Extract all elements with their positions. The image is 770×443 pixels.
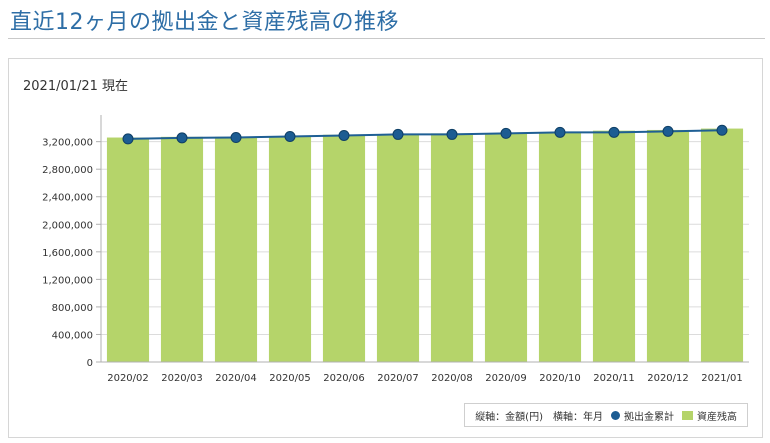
page-title: 直近12ヶ月の拠出金と資産残高の推移: [10, 10, 399, 35]
y-tick-label: 3,200,000: [42, 138, 93, 149]
x-tick-label: 2021/01: [701, 373, 743, 384]
asset-bar[interactable]: [214, 136, 258, 362]
asset-bar[interactable]: [646, 129, 690, 362]
contribution-point[interactable]: [176, 132, 188, 144]
legend-item-contribution: 拠出金累計: [611, 408, 674, 423]
x-tick-label: 2020/03: [161, 373, 203, 384]
legend-marker-icon: [611, 410, 620, 420]
y-tick-label: 1,600,000: [42, 248, 93, 259]
asset-bar[interactable]: [322, 134, 366, 362]
x-tick-label: 2020/04: [215, 373, 257, 384]
x-tick-labels: 2020/02 2020/03 2020/04 2020/05 2020/06 2020/…: [107, 373, 743, 384]
legend-label-contribution: 拠出金累計: [624, 411, 674, 423]
contribution-point[interactable]: [122, 133, 134, 145]
legend-item-assets: 資産残高: [682, 408, 737, 423]
gridlines: [96, 141, 749, 363]
asset-bar[interactable]: [160, 136, 204, 362]
y-tick-label: 1,200,000: [42, 275, 93, 286]
contribution-series-line: [127, 129, 723, 140]
axis-note: 縦軸：金額(円) 横軸：年月: [475, 411, 603, 423]
y-tick-label: 400,000: [52, 330, 93, 341]
x-tick-label: 2020/07: [377, 373, 419, 384]
x-tick-label: 2020/12: [647, 373, 689, 384]
axes: [100, 115, 749, 363]
contribution-point[interactable]: [716, 124, 728, 136]
contribution-point[interactable]: [662, 125, 674, 137]
x-tick-label: 2020/09: [485, 373, 527, 384]
title-divider: [8, 38, 765, 39]
contribution-point[interactable]: [608, 126, 620, 138]
asset-bars: [106, 128, 744, 362]
contribution-point[interactable]: [500, 127, 512, 139]
contribution-point[interactable]: [230, 132, 242, 144]
contribution-point[interactable]: [392, 128, 404, 140]
contribution-point[interactable]: [554, 126, 566, 138]
asset-bar[interactable]: [538, 132, 582, 362]
contribution-line: [127, 129, 723, 140]
y-tick-label: 2,000,000: [42, 220, 93, 231]
asset-bar[interactable]: [484, 133, 528, 362]
asset-bar[interactable]: [376, 134, 420, 362]
asset-bar[interactable]: [700, 128, 744, 362]
contribution-markers: [122, 124, 728, 145]
asset-bar[interactable]: [592, 130, 636, 362]
y-tick-label: 2,400,000: [42, 193, 93, 204]
contribution-point[interactable]: [446, 128, 458, 140]
x-tick-label: 2020/11: [593, 373, 635, 384]
chart-legend: 縦軸：金額(円) 横軸：年月 拠出金累計 資産残高: [464, 403, 748, 427]
x-tick-label: 2020/05: [269, 373, 311, 384]
contribution-point[interactable]: [284, 130, 296, 142]
x-tick-label: 2020/08: [431, 373, 473, 384]
y-tick-label: 2,800,000: [42, 165, 93, 176]
legend-label-assets: 資産残高: [697, 411, 737, 423]
x-tick-label: 2020/10: [539, 373, 581, 384]
y-tick-label: 0: [87, 358, 93, 369]
x-tick-label: 2020/02: [107, 373, 149, 384]
contribution-point[interactable]: [338, 129, 350, 141]
y-tick-label: 800,000: [52, 303, 93, 314]
x-tick-label: 2020/06: [323, 373, 365, 384]
asset-bar[interactable]: [430, 133, 474, 362]
y-tick-labels: 0 400,000 800,000 1,200,000 1,600,000 2,000,0…: [42, 138, 93, 369]
asset-bar[interactable]: [106, 137, 150, 362]
chart-panel: 2021/01/21 現在 0 400,000 800,000 1,200,000 1,…: [8, 58, 763, 438]
balance-chart: 0 400,000 800,000 1,200,000 1,600,000 2,000,0…: [42, 115, 749, 384]
as-of-date: 2021/01/21 現在: [23, 79, 129, 94]
legend-swatch-icon: [682, 410, 693, 420]
asset-bar[interactable]: [268, 136, 312, 362]
